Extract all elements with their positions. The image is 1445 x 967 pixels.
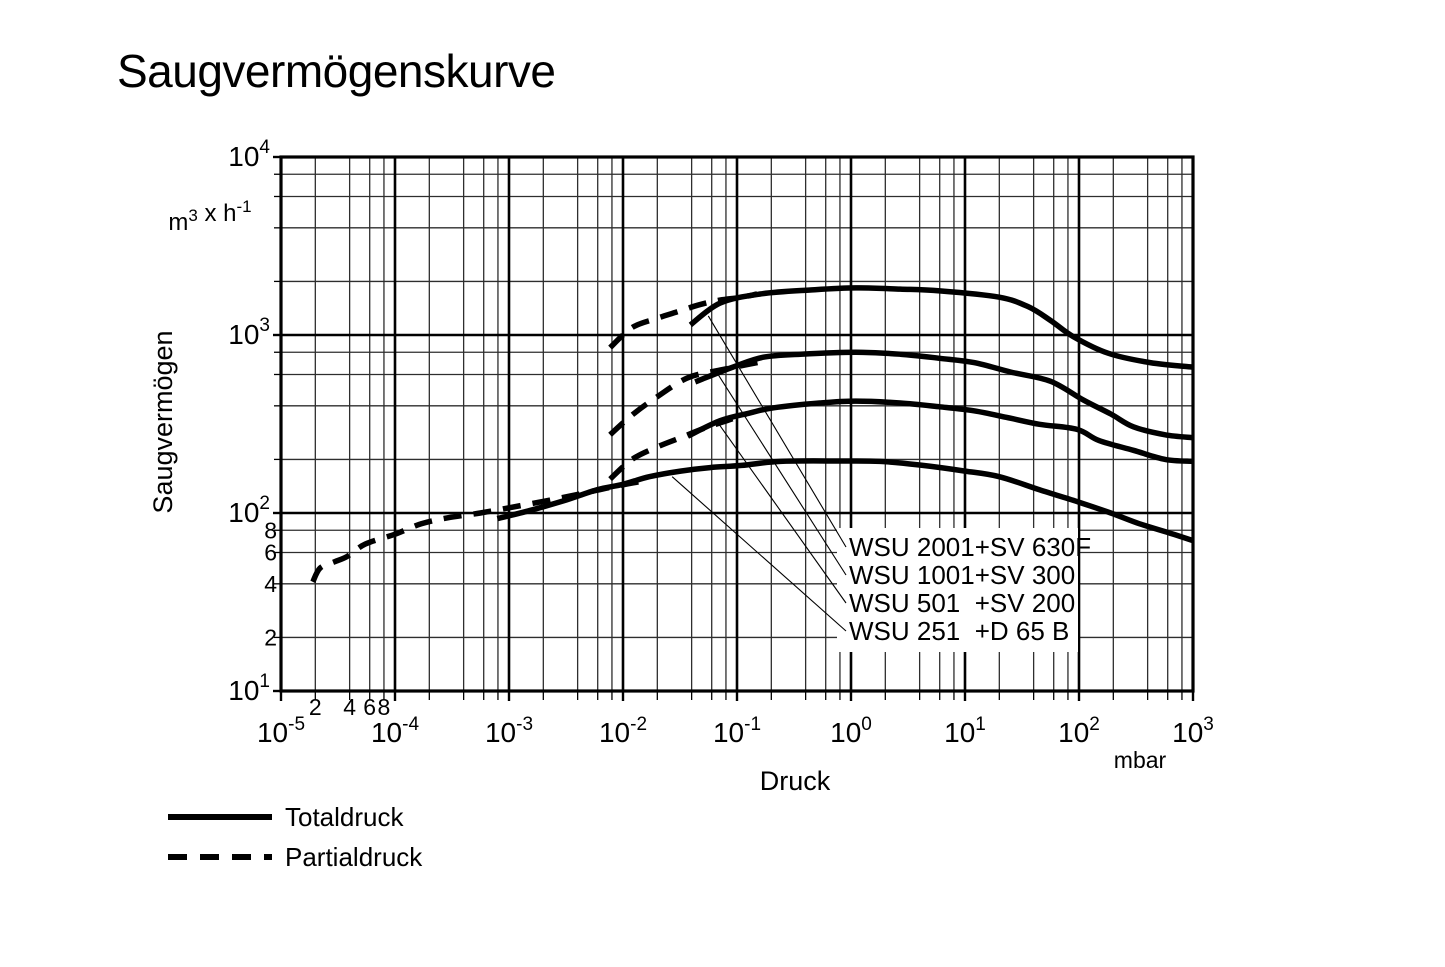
plot-border: [279, 155, 1195, 693]
x-tick-label: 10-1: [713, 714, 761, 748]
curve-wsu-501-sv-200-dashed: [608, 411, 747, 482]
solid-line-sample: [168, 814, 272, 820]
curve-wsu-2001-sv-630f-dashed: [608, 291, 758, 350]
x-minor-tick-label: 4: [343, 694, 356, 720]
x-tick-label: 10-4: [371, 714, 419, 748]
y-axis-tick-labels: 101 102 103 104 2 4 68: [228, 137, 277, 706]
x-tick-label: 101: [944, 714, 986, 748]
legend-label-totaldruck: Totaldruck: [285, 802, 404, 832]
legend: Totaldruck Partialdruck: [168, 802, 422, 882]
curve-wsu-1001-sv-300-solid: [694, 349, 1194, 441]
x-tick-label: 10-3: [485, 714, 533, 748]
y-minor-tick-label: 2: [264, 624, 277, 650]
y-tick-label: 104: [228, 137, 270, 172]
dashed-line-sample: [168, 854, 272, 860]
chart-title: Saugvermögenskurve: [117, 45, 556, 97]
y-axis-unit: m3 x h-1: [168, 197, 251, 236]
legend-label-partialdruck: Partialdruck: [285, 842, 423, 872]
x-tick-label: 102: [1058, 714, 1100, 748]
y-minor-tick-label: 6: [264, 539, 277, 565]
x-tick-label: 10-2: [599, 714, 647, 748]
y-tick-label: 102: [228, 493, 270, 528]
curve-label-2: WSU 501 +SV 200: [849, 588, 1075, 618]
x-axis-unit: mbar: [1114, 747, 1167, 773]
y-tick-label: 103: [228, 315, 270, 350]
series-curves: [310, 285, 1194, 584]
legend-item-partialdruck: Partialdruck: [168, 842, 422, 872]
x-axis-title: Druck: [760, 766, 831, 796]
x-minor-tick-label: 2: [309, 694, 322, 720]
x-tick-label: 103: [1172, 714, 1214, 748]
curve-label-0: WSU 2001+SV 630F: [849, 532, 1091, 562]
x-minor-tick-label: 6: [363, 694, 376, 720]
x-axis-tick-labels: 10-5 10-4 10-3 10-2 10-1 100 101 102 103 2 4 6 8: [257, 694, 1214, 748]
curve-label-1: WSU 1001+SV 300: [849, 560, 1075, 590]
y-axis-title: Saugvermögen: [148, 330, 178, 513]
y-minor-tick-label: 8: [264, 517, 277, 543]
x-tick-label: 100: [830, 714, 872, 748]
y-minor-tick-label: 4: [264, 571, 277, 597]
curve-label-box: [837, 528, 1078, 652]
leader-lines: [671, 315, 847, 632]
curve-wsu-501-sv-200-solid: [686, 398, 1194, 465]
legend-item-totaldruck: Totaldruck: [168, 802, 422, 832]
curve-wsu-2001-sv-630f-solid: [688, 285, 1194, 370]
x-tick-label: 10-5: [257, 714, 305, 748]
curve-wsu-1001-sv-300-dashed: [608, 359, 761, 437]
y-tick-label: 101: [228, 671, 270, 706]
curve-label-3: WSU 251 +D 65 B: [849, 616, 1069, 646]
x-minor-tick-label: 8: [378, 694, 391, 720]
curve-wsu-251-d-65-b-dashed: [310, 478, 641, 584]
